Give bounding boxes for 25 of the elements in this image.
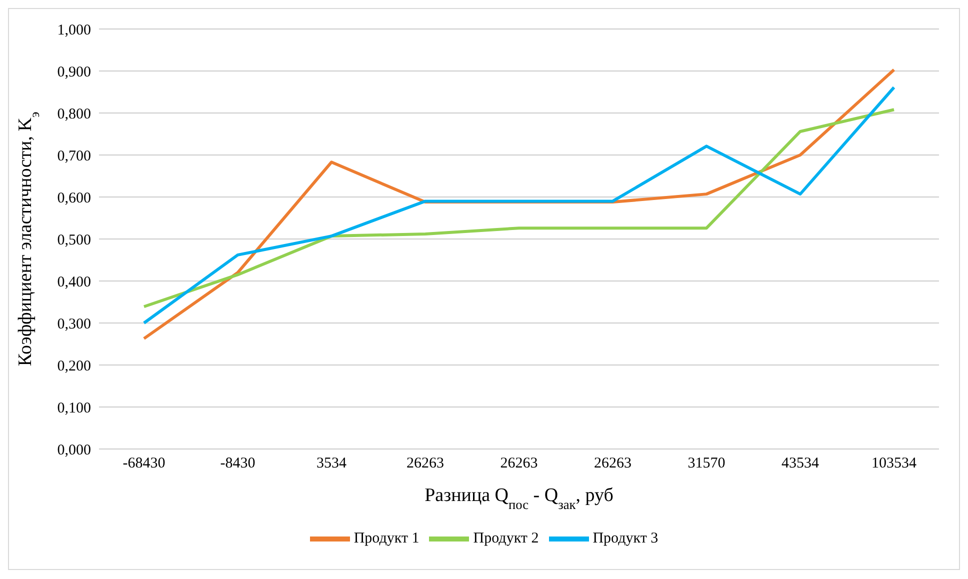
line-series <box>142 108 896 308</box>
x-tick-label: 43534 <box>782 456 820 472</box>
x-tick-label: 103534 <box>872 456 917 472</box>
legend-label: Продукт 3 <box>592 530 658 546</box>
y-tick-label: 0,300 <box>57 316 91 332</box>
y-tick-label: 0,500 <box>57 232 91 248</box>
y-tick-label: 0,800 <box>57 106 91 122</box>
y-tick-label: 0,900 <box>57 64 91 80</box>
y-tick-label: 1,000 <box>57 22 91 38</box>
y-tick-label: 0,000 <box>57 442 91 458</box>
y-tick-label: 0,200 <box>57 358 91 374</box>
x-tick-label: -68430 <box>122 456 166 472</box>
legend-label: Продукт 2 <box>473 530 539 546</box>
legend-label: Продукт 1 <box>354 530 420 546</box>
x-tick-label: 26263 <box>594 456 632 472</box>
y-tick-label: 0,400 <box>57 274 91 290</box>
x-tick-label: 31570 <box>688 456 726 472</box>
x-tick-label: 26263 <box>406 456 444 472</box>
x-tick-label: -8430 <box>220 456 256 472</box>
y-tick-label: 0,100 <box>57 400 91 416</box>
y-tick-label: 0,700 <box>57 148 91 164</box>
x-tick-label: 26263 <box>500 456 538 472</box>
y-tick-label: 0,600 <box>57 190 91 206</box>
x-axis-title: Разница Q$_{пос}$ - Q$_{зак}$, руб <box>424 485 614 512</box>
x-tick-label: 3534 <box>316 456 347 472</box>
